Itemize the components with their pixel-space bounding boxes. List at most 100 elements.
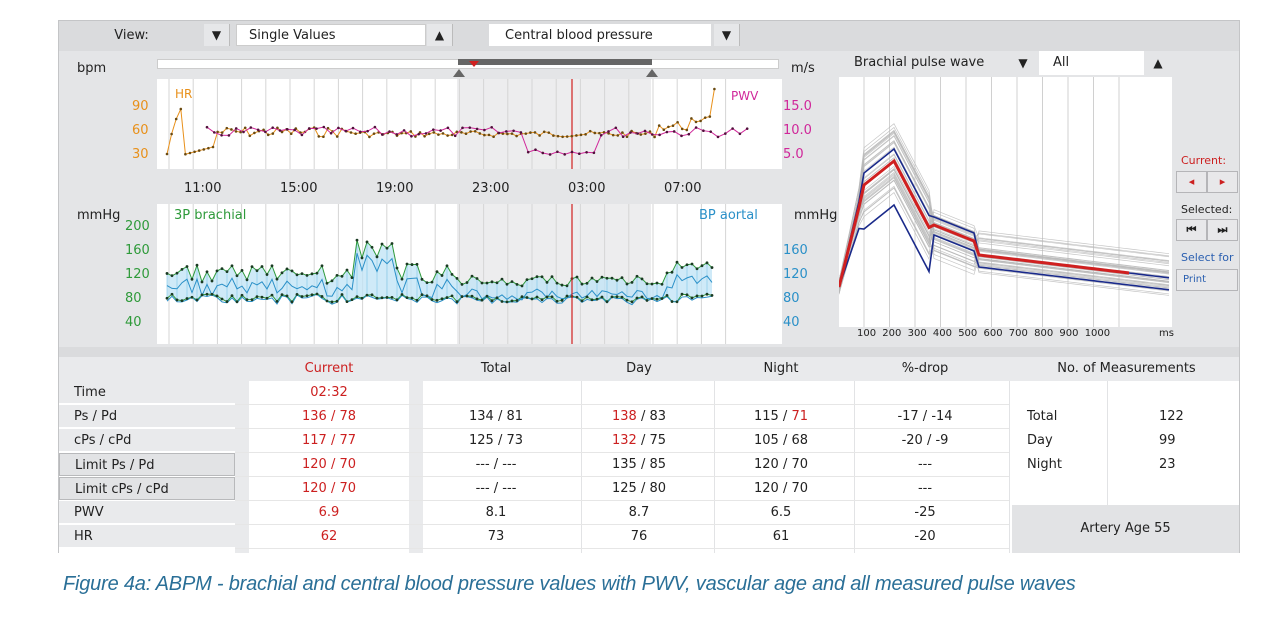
hr-pwv-plot[interactable] — [157, 79, 782, 169]
total-cell: --- / --- — [475, 457, 517, 472]
hr-point — [349, 131, 353, 134]
pulse-filter-select[interactable]: All — [1039, 51, 1144, 75]
current-marker — [469, 61, 479, 67]
pulse-type-dropdown-button[interactable]: ▼ — [1018, 56, 1028, 70]
time-tick-label: 11:00 — [184, 181, 222, 196]
aortal-area — [167, 240, 712, 302]
hr-point — [469, 130, 472, 133]
bp-point — [395, 298, 399, 302]
pulse-x-tick-label: 900 — [1059, 328, 1079, 339]
view-up-button[interactable]: ▲ — [427, 24, 453, 46]
bp-point — [170, 292, 174, 296]
pulse-filter-up-button[interactable]: ▲ — [1153, 56, 1163, 70]
slider-selected-range[interactable] — [458, 59, 652, 65]
bp-point — [415, 262, 419, 266]
bp-point — [320, 264, 324, 268]
toolbar: View: ▼ Single Values ▲ Central blood pr… — [59, 21, 1239, 49]
hr-point — [289, 132, 293, 136]
time-tick-label: 07:00 — [664, 181, 702, 196]
hr-point — [506, 132, 509, 136]
pwv-point — [599, 133, 603, 137]
bp-point — [170, 274, 174, 278]
bp-point — [580, 282, 584, 286]
display-select[interactable]: Central blood pressure — [489, 24, 711, 46]
view-dropdown-button[interactable]: ▼ — [204, 24, 230, 46]
last-selected-button[interactable]: ⏭ — [1207, 219, 1238, 241]
bp-point — [380, 242, 384, 246]
hr-series-label: HR — [175, 87, 193, 101]
row-label[interactable]: Limit Ps / Pd — [59, 453, 235, 476]
hr-point — [607, 132, 610, 135]
pulse-wave-plot[interactable] — [839, 77, 1172, 327]
bp-point — [215, 294, 219, 298]
slider-handles[interactable] — [59, 61, 839, 91]
blood-pressure-plot[interactable] — [157, 204, 782, 344]
hr-point — [184, 152, 187, 156]
prev-current-button[interactable]: ◂ — [1176, 171, 1207, 193]
hr-point — [542, 130, 546, 134]
bp-point — [290, 300, 294, 304]
row-label: Time — [59, 381, 235, 404]
pwv-point — [505, 130, 508, 133]
pwv-point — [256, 128, 260, 132]
print-button[interactable]: Print — [1176, 269, 1238, 291]
day-cell: 135 / 85 — [612, 457, 666, 472]
bp-point — [365, 240, 369, 244]
bp-point — [480, 281, 484, 285]
row-divider — [235, 524, 1009, 525]
select-for-label[interactable]: Select for — [1181, 251, 1234, 264]
pwv-point — [556, 150, 559, 154]
bp-point — [270, 264, 274, 268]
cell-part: 71 — [791, 409, 808, 424]
hr-point — [593, 131, 597, 135]
hr-point — [515, 134, 518, 138]
pwv-point — [512, 129, 515, 133]
pwv-point — [286, 128, 289, 131]
bp-point — [685, 263, 689, 267]
current-cell: 117 / 77 — [302, 433, 356, 448]
hr-point — [234, 130, 238, 133]
hr-point — [547, 131, 551, 134]
hr-point — [588, 129, 592, 133]
time-range-slider[interactable] — [157, 59, 779, 69]
first-selected-button[interactable]: ⏮ — [1176, 219, 1207, 241]
bp-point — [430, 298, 434, 301]
hr-point — [193, 150, 196, 154]
bp-point — [605, 276, 609, 280]
hr-point — [280, 130, 284, 134]
aortal-tick-label: 40 — [783, 315, 800, 330]
pwv-point — [483, 128, 486, 132]
hr-point — [579, 133, 583, 137]
hr-point — [414, 135, 417, 138]
pwv-point — [614, 126, 618, 130]
hr-point — [639, 133, 643, 136]
hr-point — [671, 124, 675, 127]
pulse-x-tick-label: 1000 — [1084, 328, 1111, 339]
bp-point — [485, 281, 489, 285]
column-divider — [1107, 381, 1108, 553]
bp-point — [180, 267, 184, 271]
night-cell: 6.5 — [770, 505, 792, 520]
total-cell — [426, 381, 566, 405]
pwv-point — [519, 131, 523, 134]
bp-point — [560, 298, 564, 302]
hr-point — [510, 132, 514, 135]
current-cell: 62 — [320, 529, 338, 544]
bp-point — [680, 292, 684, 296]
bp-point — [640, 295, 644, 299]
row-divider — [235, 500, 1009, 501]
pulse-x-tick-label: 400 — [932, 328, 952, 339]
display-dropdown-button[interactable]: ▼ — [714, 24, 740, 46]
hr-tick-label: 30 — [132, 147, 149, 162]
pwv-point — [563, 153, 566, 156]
next-current-button[interactable]: ▸ — [1207, 171, 1238, 193]
day-cell: 132 / 75 — [569, 429, 709, 453]
row-label[interactable]: Limit cPs / cPd — [59, 477, 235, 500]
view-select[interactable]: Single Values — [236, 24, 426, 46]
pulse-type-select[interactable]: Brachial pulse wave — [839, 51, 1007, 75]
bp-point — [700, 294, 704, 298]
pwv-point — [249, 126, 253, 129]
pwv-point — [672, 130, 676, 133]
bp-point — [280, 293, 284, 297]
pulse-wave-trace — [839, 173, 1170, 282]
